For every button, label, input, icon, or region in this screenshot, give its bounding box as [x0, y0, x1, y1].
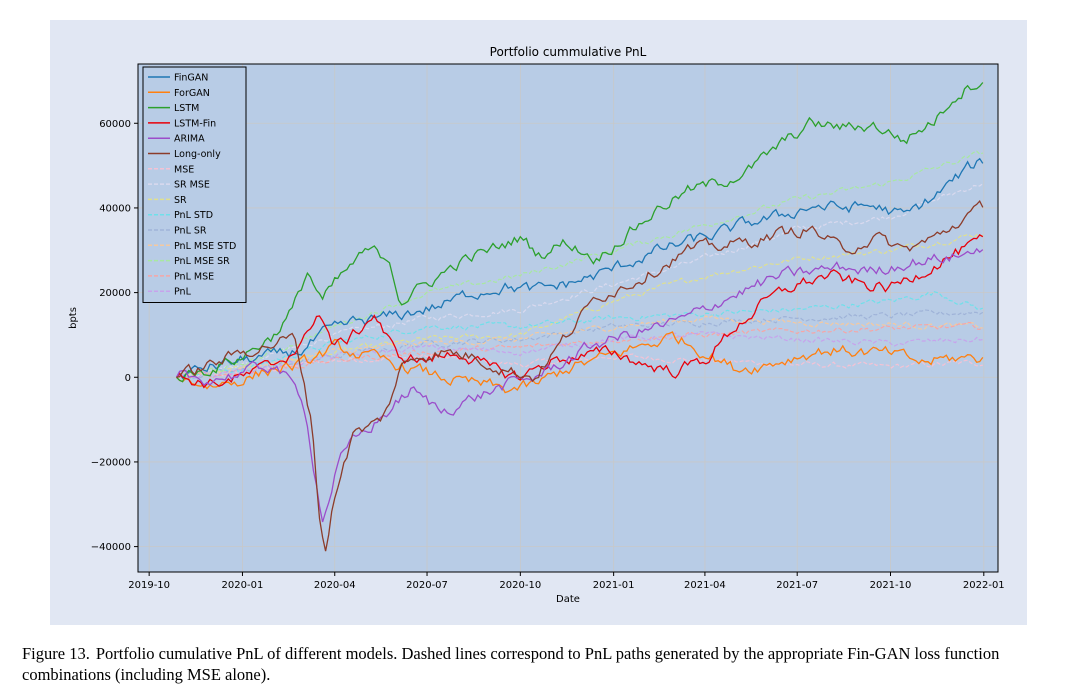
chart-title: Portfolio cummulative PnL [490, 45, 647, 59]
x-tick-label: 2020-10 [499, 580, 541, 591]
caption-text: Portfolio cumulative PnL of different mo… [22, 644, 1000, 684]
x-tick-label: 2019-10 [128, 580, 170, 591]
x-tick-label: 2021-07 [776, 580, 818, 591]
series-line-sr-mse [176, 183, 984, 380]
series-line-pnl-mse-sr [176, 150, 984, 379]
series-line-pnl-mse-std [176, 315, 983, 380]
legend-label: FinGAN [174, 73, 208, 84]
legend-label: PnL STD [174, 210, 213, 221]
series-line-fingan [176, 157, 984, 380]
x-tick-label: 2021-01 [593, 580, 635, 591]
legend-label: MSE [174, 164, 194, 175]
y-tick-label: 0 [125, 373, 131, 384]
plot-frame [137, 63, 999, 573]
legend-label: ForGAN [174, 88, 210, 99]
legend-label: PnL [174, 287, 192, 298]
figure-caption: Figure 13. Portfolio cumulative PnL of di… [22, 643, 1062, 685]
x-tick-label: 2021-10 [870, 580, 912, 591]
y-axis-label: bpts [68, 307, 79, 329]
legend-label: PnL SR [174, 226, 207, 237]
plot-area [138, 64, 998, 572]
series-line-long-only [176, 199, 984, 552]
legend-label: Long-only [174, 149, 221, 160]
x-tick-label: 2022-01 [963, 580, 1005, 591]
y-tick-label: 60000 [99, 119, 131, 130]
legend-label: LSTM-Fin [174, 118, 216, 129]
x-tick-label: 2021-04 [684, 580, 726, 591]
legend-label: PnL MSE SR [174, 256, 230, 267]
x-tick-label: 2020-07 [406, 580, 448, 591]
legend-label: PnL MSE [174, 271, 214, 282]
x-tick-label: 2020-04 [314, 580, 356, 591]
series-line-arima [175, 247, 984, 523]
legend-label: ARIMA [174, 134, 205, 145]
legend-label: PnL MSE STD [174, 241, 236, 252]
legend-label: LSTM [174, 103, 199, 114]
series-line-pnl-std [176, 291, 983, 380]
series-line-lstm-fin [175, 234, 984, 389]
legend-label: SR MSE [174, 180, 210, 191]
series-line-pnl [176, 331, 983, 379]
y-tick-label: −40000 [91, 542, 131, 553]
series-line-forgan [176, 331, 984, 394]
series-line-pnl-sr [176, 309, 984, 379]
x-axis-label: Date [556, 594, 580, 605]
y-tick-label: −20000 [91, 457, 131, 468]
chart-svg: 2019-10 2020-01 2020-04 2020-07 2020-10 2021-… [68, 45, 1005, 605]
caption-label: Figure 13. [22, 644, 90, 663]
x-tick-label: 2020-01 [222, 580, 264, 591]
series-line-lstm [176, 82, 984, 383]
figure-panel: 2019-10 2020-01 2020-04 2020-07 2020-10 2021-… [50, 20, 1027, 625]
y-tick-label: 20000 [99, 288, 131, 299]
series-group [175, 82, 984, 552]
legend-label: SR [174, 195, 187, 206]
y-tick-label: 40000 [99, 203, 131, 214]
